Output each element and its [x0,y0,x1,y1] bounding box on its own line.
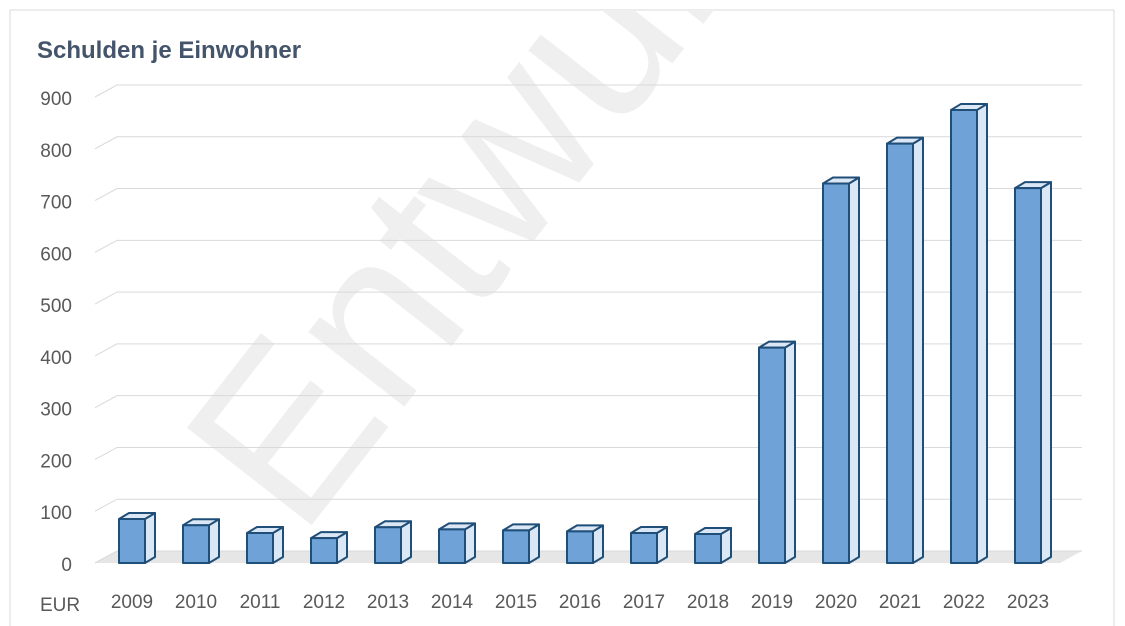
y-axis-unit: EUR [40,595,80,616]
y-tick-label: 700 [40,193,72,214]
x-tick-label: 2016 [559,592,601,613]
y-tick-label: 600 [40,244,72,265]
bar [438,522,476,564]
bar-side [912,136,924,564]
bar [1014,181,1052,564]
bar [886,136,924,564]
bar [246,525,284,564]
y-tick-label: 900 [40,89,72,110]
grid-line [94,188,1082,201]
bar-front [118,517,146,564]
bar [694,527,732,564]
bar-side [848,176,860,564]
bar-side [208,518,220,564]
bar-front [246,531,274,564]
bar [502,523,540,564]
x-tick-label: 2021 [879,592,921,613]
y-tick-label: 800 [40,141,72,162]
bar [310,531,348,564]
x-tick-label: 2023 [1007,592,1049,613]
bar-front [310,537,338,564]
bar-front [822,182,850,564]
bar [758,340,796,564]
bar [182,518,220,564]
y-tick-label: 200 [40,451,72,472]
x-tick-label: 2022 [943,592,985,613]
grid-line [94,84,1082,98]
bar-side [144,511,156,564]
x-tick-label: 2018 [687,592,729,613]
y-tick-label: 500 [40,296,72,317]
bar [630,525,668,564]
bar-front [182,524,210,564]
watermark: Entwurf [136,0,819,570]
bar [374,520,412,564]
bar-side [976,102,988,564]
x-tick-label: 2011 [240,592,281,613]
x-tick-label: 2017 [623,592,665,613]
grid-line [94,291,1082,305]
x-tick-label: 2010 [175,592,217,613]
x-tick-label: 2012 [303,592,345,613]
x-tick-label: 2019 [751,592,793,613]
bar-front [438,528,466,564]
bar-front [566,530,594,564]
grid-line [94,343,1082,357]
y-tick-label: 400 [40,348,72,369]
bar-front [950,108,978,564]
y-tick-label: 0 [61,555,72,576]
bar [118,511,156,564]
x-tick-label: 2013 [367,592,409,613]
bar-front [502,529,530,564]
chart-frame [9,9,1115,626]
bar-front [758,346,786,564]
x-tick-label: 2009 [111,592,153,613]
bar-front [1014,187,1042,564]
x-tick-label: 2020 [815,592,857,613]
grid-line [94,239,1082,253]
bar-side [784,340,796,564]
grid-line [94,136,1082,150]
bar-front [374,526,402,564]
bar-front [630,531,658,564]
chart-title: Schulden je Einwohner [37,37,301,64]
bar-front [886,142,914,564]
y-tick-label: 300 [40,400,72,421]
bar [950,102,988,564]
y-tick-label: 100 [40,503,72,524]
bar-side [1040,181,1052,564]
bar-front [694,533,722,564]
bar [566,524,604,564]
bar [822,176,860,564]
x-tick-label: 2015 [495,592,537,613]
x-tick-label: 2014 [431,592,474,613]
grid-line [94,498,1082,512]
